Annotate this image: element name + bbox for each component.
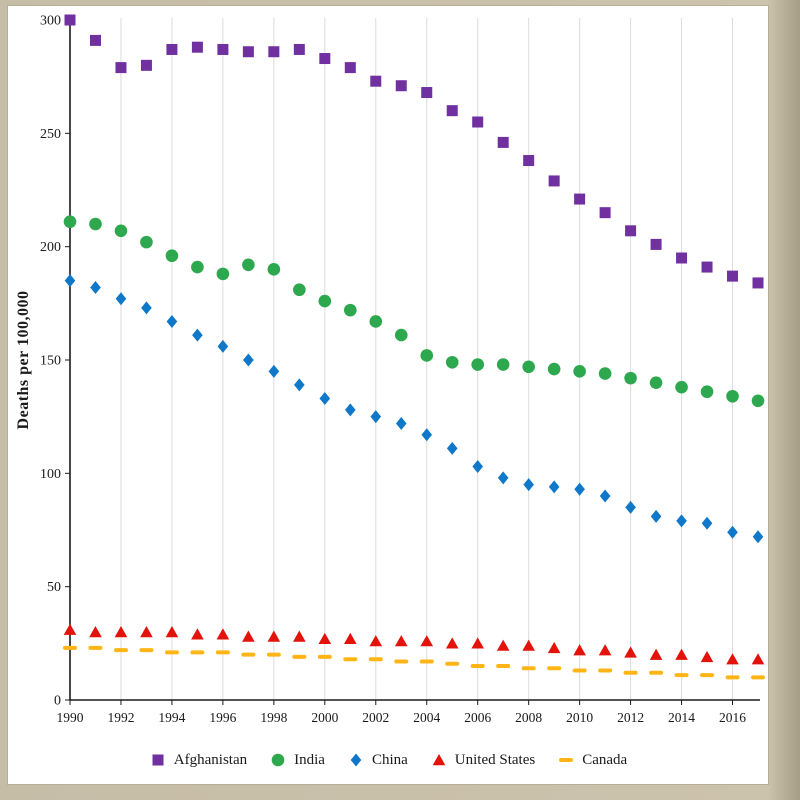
- y-axis-label: Deaths per 100,000: [15, 291, 32, 430]
- legend-label: India: [294, 751, 325, 768]
- legend-item-united-states: United States: [430, 752, 535, 769]
- svg-text:2000: 2000: [311, 710, 338, 725]
- svg-text:0: 0: [54, 694, 61, 709]
- legend-label: China: [371, 751, 408, 768]
- chart-panel: Deaths per 100,000 1990 1992 1994 1996 1998 2…: [8, 6, 768, 784]
- plot-area: 1990 1992 1994 1996 1998 2000 2002 2004 2006 2008…: [40, 14, 765, 725]
- svg-text:200: 200: [40, 240, 61, 255]
- svg-text:2004: 2004: [413, 710, 440, 725]
- svg-text:100: 100: [40, 467, 61, 482]
- svg-text:1992: 1992: [107, 710, 134, 725]
- chart-canvas: Deaths per 100,000 1990 1992 1994 1996 1998 2…: [15, 14, 765, 725]
- diamond-marker-icon: [350, 753, 362, 767]
- svg-text:150: 150: [40, 354, 61, 369]
- legend-item-india: India: [269, 752, 325, 769]
- svg-text:1998: 1998: [260, 710, 287, 725]
- circle-marker-icon: [271, 753, 285, 767]
- svg-text:2006: 2006: [464, 710, 491, 725]
- legend-label: United States: [454, 751, 536, 768]
- svg-text:250: 250: [40, 127, 61, 142]
- legend-item-canada: Canada: [557, 752, 627, 769]
- square-marker-icon: [152, 754, 164, 766]
- svg-text:1996: 1996: [209, 710, 236, 725]
- svg-text:2014: 2014: [668, 710, 695, 725]
- legend-label: Canada: [582, 751, 628, 768]
- legend-item-china: China: [347, 752, 408, 769]
- legend-item-afghanistan: Afghanistan: [149, 752, 247, 769]
- svg-text:2002: 2002: [362, 710, 389, 725]
- svg-text:1994: 1994: [158, 710, 185, 725]
- svg-text:300: 300: [40, 14, 61, 29]
- svg-text:2008: 2008: [515, 710, 542, 725]
- chart-legend: Afghanistan India China United States Canada: [8, 740, 768, 780]
- dash-marker-icon: [559, 758, 574, 762]
- svg-text:2016: 2016: [719, 710, 746, 725]
- legend-label: Afghanistan: [173, 751, 248, 768]
- svg-text:1990: 1990: [57, 710, 84, 725]
- svg-text:50: 50: [47, 580, 61, 595]
- svg-text:2012: 2012: [617, 710, 644, 725]
- svg-text:2010: 2010: [566, 710, 593, 725]
- triangle-marker-icon: [432, 754, 446, 766]
